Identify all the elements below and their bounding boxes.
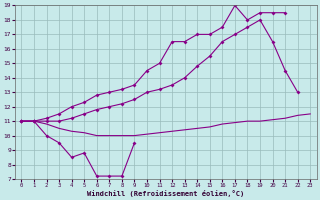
X-axis label: Windchill (Refroidissement éolien,°C): Windchill (Refroidissement éolien,°C) <box>87 190 244 197</box>
